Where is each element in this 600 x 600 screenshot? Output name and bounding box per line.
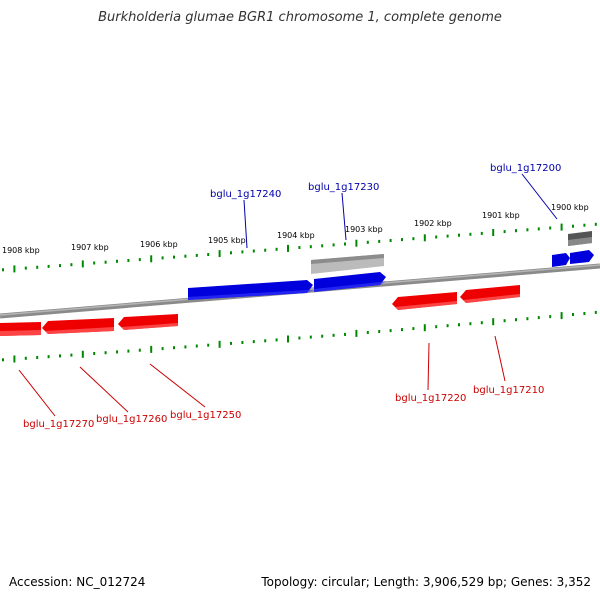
ruler-label: 1903 kbp: [345, 225, 383, 234]
gene-arrow-bglu-1g17200[interactable]: [552, 253, 570, 267]
gene-label-top[interactable]: bglu_1g17230: [308, 182, 379, 193]
topology-text: Topology: circular; Length: 3,906,529 bp…: [261, 575, 591, 589]
gene-label-bottom[interactable]: bglu_1g17250: [170, 410, 241, 421]
gene-arrow-bglu-1g17230-blue[interactable]: [314, 272, 386, 292]
gene-arrow-bglu-1g17240[interactable]: [188, 280, 313, 300]
accession-text: Accession: NC_012724: [9, 575, 146, 589]
ruler-label: 1907 kbp: [71, 243, 109, 252]
gene-arrow-forward-small[interactable]: [570, 250, 594, 264]
reverse-genes: [0, 285, 520, 336]
gene-label-bottom[interactable]: bglu_1g17270: [23, 419, 94, 430]
gene-label-top[interactable]: bglu_1g17240: [210, 189, 281, 200]
gene-label-bottom[interactable]: bglu_1g17220: [395, 393, 466, 404]
ruler-label: 1908 kbp: [2, 246, 40, 255]
ruler-label: 1906 kbp: [140, 240, 178, 249]
gene-label-bottom[interactable]: bglu_1g17260: [96, 414, 167, 425]
ruler-ticks-bottom: [2, 310, 597, 363]
ruler-label: 1905 kbp: [208, 236, 246, 245]
forward-genes: [188, 231, 594, 300]
gene-label-bottom[interactable]: bglu_1g17210: [473, 385, 544, 396]
leader-lines-bottom: [18, 335, 506, 417]
ruler-label: 1904 kbp: [277, 231, 315, 240]
ruler-label: 1902 kbp: [414, 219, 452, 228]
genome-title: Burkholderia glumae BGR1 chromosome 1, c…: [98, 10, 502, 25]
ruler-ticks-top: [2, 222, 597, 273]
ruler-label: 1901 kbp: [482, 211, 520, 220]
gene-label-top[interactable]: bglu_1g17200: [490, 163, 561, 174]
ruler-label: 1900 kbp: [551, 203, 589, 212]
leader-lines-top: [243, 173, 558, 249]
